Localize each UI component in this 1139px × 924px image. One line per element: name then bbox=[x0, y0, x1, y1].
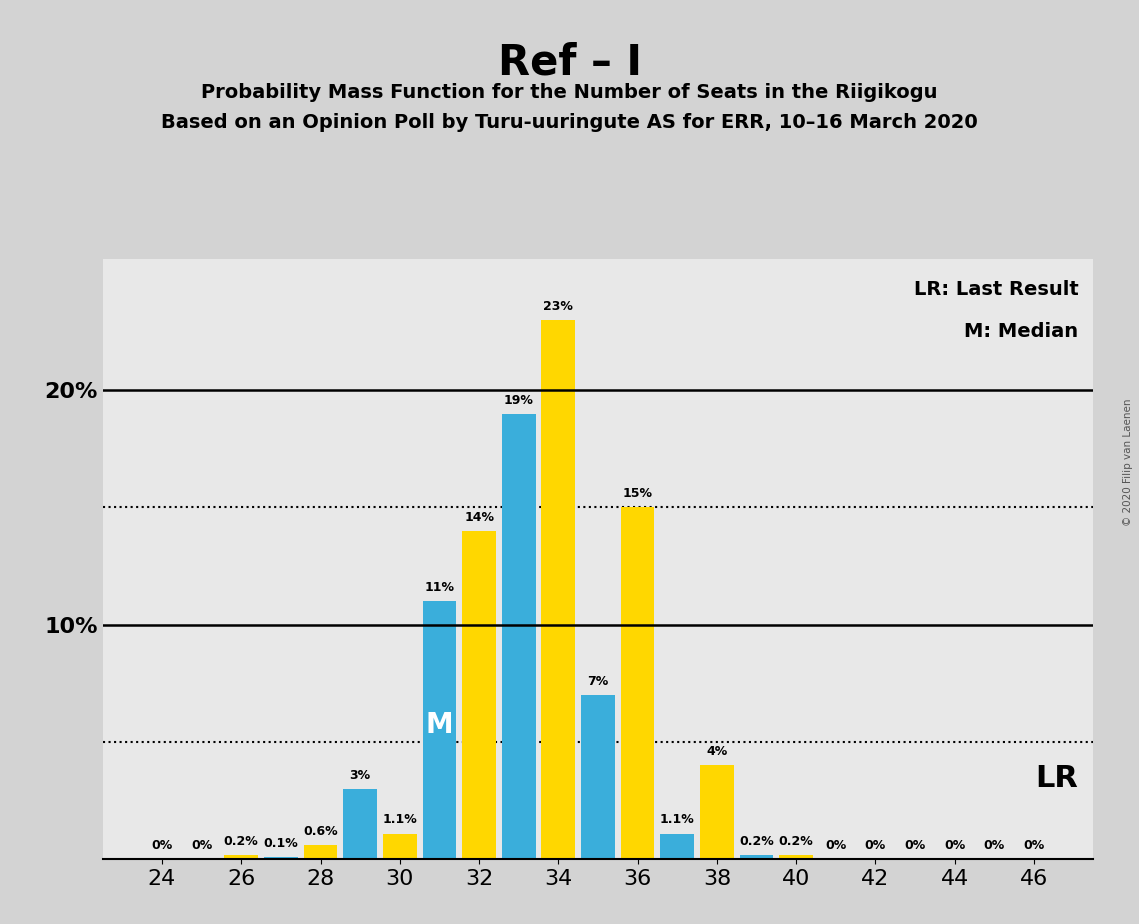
Text: Ref – I: Ref – I bbox=[498, 42, 641, 83]
Text: LR: LR bbox=[1035, 764, 1079, 793]
Text: 15%: 15% bbox=[623, 487, 653, 501]
Text: 0.2%: 0.2% bbox=[224, 834, 259, 847]
Text: 0%: 0% bbox=[151, 839, 173, 852]
Bar bbox=[779, 855, 813, 859]
Bar bbox=[304, 845, 337, 859]
Text: 0.2%: 0.2% bbox=[779, 834, 813, 847]
Text: 23%: 23% bbox=[543, 299, 573, 312]
Bar bbox=[383, 833, 417, 859]
Text: 11%: 11% bbox=[425, 581, 454, 594]
Bar bbox=[541, 320, 575, 859]
Text: 3%: 3% bbox=[350, 769, 370, 782]
Bar bbox=[224, 855, 259, 859]
Text: M: M bbox=[426, 711, 453, 739]
Text: 0%: 0% bbox=[904, 839, 926, 852]
Text: 7%: 7% bbox=[588, 675, 608, 688]
Bar bbox=[462, 531, 495, 859]
Bar bbox=[581, 695, 615, 859]
Text: 0.2%: 0.2% bbox=[739, 834, 773, 847]
Text: 14%: 14% bbox=[464, 511, 494, 524]
Text: 0%: 0% bbox=[825, 839, 846, 852]
Text: LR: Last Result: LR: Last Result bbox=[913, 280, 1079, 298]
Bar bbox=[700, 765, 734, 859]
Bar bbox=[264, 857, 297, 859]
Text: 1.1%: 1.1% bbox=[659, 813, 695, 826]
Bar bbox=[343, 789, 377, 859]
Text: 4%: 4% bbox=[706, 746, 728, 759]
Bar bbox=[502, 414, 535, 859]
Text: Based on an Opinion Poll by Turu-uuringute AS for ERR, 10–16 March 2020: Based on an Opinion Poll by Turu-uuringu… bbox=[161, 113, 978, 132]
Text: 0%: 0% bbox=[984, 839, 1005, 852]
Text: Probability Mass Function for the Number of Seats in the Riigikogu: Probability Mass Function for the Number… bbox=[202, 83, 937, 103]
Text: 0%: 0% bbox=[191, 839, 212, 852]
Text: 1.1%: 1.1% bbox=[383, 813, 417, 826]
Text: 0.6%: 0.6% bbox=[303, 825, 338, 838]
Bar bbox=[661, 833, 694, 859]
Text: © 2020 Filip van Laenen: © 2020 Filip van Laenen bbox=[1123, 398, 1133, 526]
Text: 19%: 19% bbox=[503, 394, 534, 407]
Bar bbox=[621, 507, 655, 859]
Bar bbox=[739, 855, 773, 859]
Text: M: Median: M: Median bbox=[965, 322, 1079, 341]
Bar bbox=[423, 602, 457, 859]
Text: 0%: 0% bbox=[865, 839, 886, 852]
Text: 0%: 0% bbox=[1023, 839, 1044, 852]
Text: 0.1%: 0.1% bbox=[263, 837, 298, 850]
Text: 0%: 0% bbox=[944, 839, 966, 852]
